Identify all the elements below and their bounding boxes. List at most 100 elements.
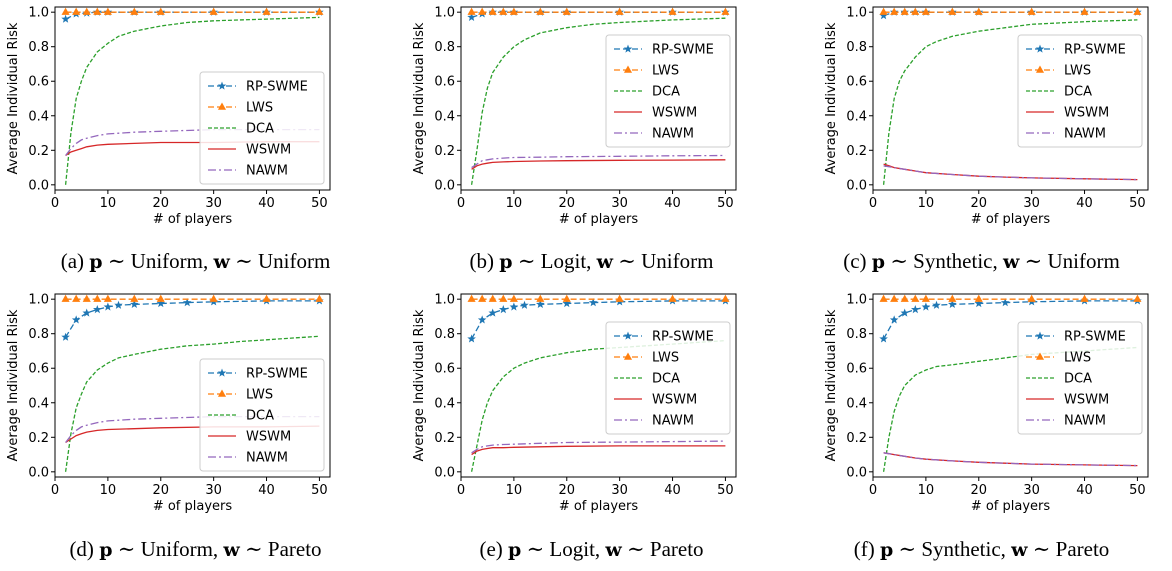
data-point [182,298,192,307]
data-point [921,7,930,15]
data-point [156,294,165,302]
caption-separator: , [1000,537,1006,561]
x-tick-label: 50 [1129,196,1146,211]
caption-sim: ∼ [890,249,908,273]
y-tick-label: 0.0 [434,178,455,193]
caption-w-distribution: Uniform [257,249,331,273]
x-tick-label: 30 [611,196,628,211]
legend-label: RP-SWME [1064,43,1126,58]
caption-label: (b) [469,249,495,273]
legend-marker [1035,331,1045,340]
caption-w-distribution: Pareto [1055,537,1110,561]
caption-w-distribution: Pareto [649,537,704,561]
x-tick-label: 30 [205,196,222,211]
data-point [499,294,508,302]
data-point [911,7,920,15]
data-point [61,14,70,23]
axes-frame [460,6,737,191]
caption-separator: , [992,249,998,273]
x-tick-label: 50 [717,483,734,498]
caption-w-variable: w [596,251,614,273]
caption-label: (c) [843,249,867,273]
data-point [315,294,324,302]
data-point [721,294,730,302]
data-point [488,294,497,302]
x-tick-label: 50 [717,196,734,211]
data-point [262,294,271,302]
data-point [536,299,545,308]
legend-marker [217,389,227,397]
legend-label: DCA [1064,372,1092,387]
legend-label: RP-SWME [1064,330,1126,345]
data-point [93,305,102,314]
caption-p-distribution: Synthetic [913,249,993,273]
data-point [499,305,508,314]
x-tick-label: 50 [311,483,328,498]
data-point [588,298,598,307]
x-tick-label: 30 [205,483,222,498]
caption-sim: ∼ [526,537,545,561]
caption-sim: ∼ [117,537,136,561]
data-point [562,294,571,302]
x-tick-label: 10 [506,483,523,498]
data-point [520,300,529,309]
data-point [467,334,476,343]
y-axis-label: Average Individual Risk [412,309,427,461]
data-point [509,294,518,302]
subplot-caption: (a) p ∼ Uniform, w ∼ Uniform [0,249,391,274]
x-tick-label: 0 [51,483,59,498]
series-line-dca [470,17,726,185]
plot-area [61,7,324,185]
caption-p-distribution: Logit [540,249,587,273]
legend-label: NAWM [652,127,694,142]
y-tick-label: 0.8 [28,40,49,55]
plot-area [467,7,730,185]
y-tick-label: 0.2 [846,144,867,159]
caption-p-variable: p [879,539,894,561]
data-point [72,294,81,302]
caption-w-distribution: Pareto [267,537,322,561]
subplot-a: 0 10 20 30 40 50 0.0 0.2 0.4 0.6 0.8 1.0 # of player… [6,6,331,227]
caption-w-distribution: Uniform [641,249,714,273]
caption-p-variable: p [89,251,103,273]
subplot-b: 0 10 20 30 40 50 0.0 0.2 0.4 0.6 0.8 1.0 # of player… [412,6,737,227]
data-point [82,7,91,15]
legend-label: DCA [246,409,274,424]
caption-w-variable: w [1011,539,1028,561]
x-axis-label: # of players [153,499,233,514]
data-point [890,7,899,15]
y-tick-label: 0.0 [434,465,455,480]
data-point [478,294,487,302]
caption-label: (e) [479,537,503,561]
legend-marker [1035,44,1045,53]
x-tick-label: 10 [100,483,117,498]
series-line-rp-swme [65,11,320,20]
data-point [536,7,545,15]
data-point [879,334,888,343]
plot-area [467,294,730,472]
data-point [921,302,931,311]
data-point [61,332,70,341]
caption-p-variable: p [508,539,522,561]
caption-p-distribution: Uniform [130,249,203,273]
y-tick-label: 0.4 [28,396,49,411]
x-tick-label: 20 [558,196,575,211]
legend: RP-SWME LWS DCA WSWM NAWM [605,34,731,148]
caption-sim: ∼ [107,249,126,273]
series-line-nawm [471,440,726,454]
data-point [1133,7,1142,15]
y-tick-label: 0.4 [28,109,49,124]
y-tick-label: 0.2 [846,431,867,446]
legend-label: NAWM [652,414,694,429]
legend-marker [623,331,633,340]
axes-frame [54,6,331,191]
legend-label: LWS [652,64,679,79]
data-point [488,308,497,317]
caption-separator: , [586,249,592,273]
x-tick-label: 0 [869,483,877,498]
data-point [509,302,519,311]
caption-p-distribution: Logit [549,537,595,561]
y-tick-label: 0.8 [434,40,455,55]
subplot-caption: (f) p ∼ Synthetic, w ∼ Pareto [786,537,1172,562]
data-point [72,7,81,15]
